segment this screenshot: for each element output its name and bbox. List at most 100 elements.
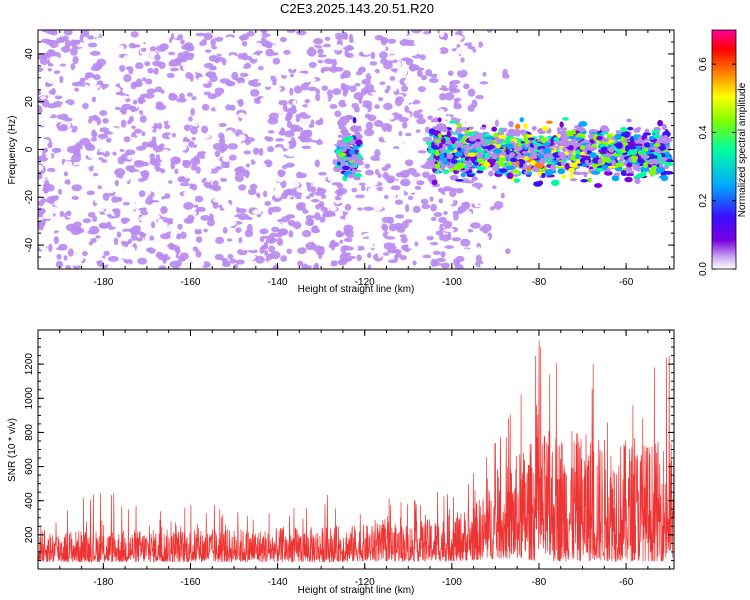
heatmap-cell (340, 245, 347, 254)
heatmap-cell (587, 177, 592, 183)
heatmap-cell (486, 136, 495, 140)
snr-panel: -180 -160 -140 -120 -100 -80 -60 200 400 600 800 10… (7, 329, 675, 596)
heatmap-cell (195, 206, 206, 212)
heatmap-cell (122, 201, 130, 206)
snr-series (38, 340, 674, 563)
heatmap-cell (460, 57, 465, 63)
heatmap-cell (109, 188, 115, 194)
heatmap-cell (146, 205, 156, 214)
heatmap-cell (443, 211, 448, 216)
heatmap-cell (99, 127, 110, 133)
heatmap-cell (500, 229, 507, 234)
heatmap-cell (381, 152, 391, 158)
heatmap-cell (337, 134, 343, 138)
heatmap-cell (477, 165, 486, 171)
heatmap-cell (438, 198, 444, 204)
heatmap-cell (196, 185, 207, 194)
heatmap-cell (446, 153, 454, 160)
heatmap-cell (96, 151, 105, 156)
heatmap-cell (527, 137, 535, 141)
heatmap-cell (527, 164, 532, 168)
heatmap-cell (260, 97, 271, 104)
heatmap-cell (381, 262, 387, 269)
heatmap-cell (510, 69, 518, 74)
heatmap-cell (194, 230, 202, 235)
heatmap-cell (211, 45, 218, 50)
heatmap-cell (439, 30, 445, 38)
heatmap-cell (169, 67, 179, 72)
heatmap-cell (159, 143, 165, 148)
heatmap-cell (81, 250, 88, 257)
heatmap-cell (172, 116, 182, 121)
heatmap-cell (416, 117, 427, 125)
heatmap-cell (235, 227, 242, 234)
heatmap-cell (257, 79, 265, 84)
heatmap-cell (466, 132, 476, 137)
heatmap-cell (456, 142, 464, 149)
heatmap-cell (335, 196, 342, 201)
heatmap-cell (533, 181, 543, 187)
heatmap-cell (58, 179, 64, 184)
heatmap-cell (315, 120, 324, 126)
heatmap-cell (120, 217, 131, 223)
heatmap-cell (237, 242, 247, 247)
heatmap-cell (220, 177, 228, 182)
heatmap-cell (306, 184, 312, 192)
heatmap-cell (307, 86, 318, 92)
heatmap-cell (114, 179, 119, 187)
heatmap-cell (364, 113, 371, 119)
heatmap-cell (140, 93, 147, 98)
heatmap-cell (193, 39, 200, 48)
heatmap-cell (564, 162, 570, 170)
heatmap-cell (203, 228, 208, 233)
heatmap-cell (488, 220, 493, 224)
heatmap-cell (381, 70, 392, 79)
heatmap-cell (449, 174, 459, 181)
heatmap-cell (168, 180, 173, 184)
heatmap-cell (267, 93, 277, 101)
heatmap-cell (241, 200, 251, 205)
heatmap-cell (479, 32, 486, 37)
heatmap-cell (306, 195, 311, 200)
heatmap-cell (508, 120, 514, 128)
heatmap-cell (99, 223, 109, 229)
heatmap-cell (413, 41, 419, 45)
heatmap-cell (293, 85, 303, 94)
heatmap-cell (314, 191, 325, 196)
heatmap-cell (455, 178, 464, 182)
heatmap-cell (588, 146, 598, 151)
heatmap-cell (225, 80, 236, 87)
heatmap-cell (466, 173, 475, 178)
heatmap-cell (74, 87, 80, 92)
heatmap-cell (212, 201, 219, 209)
heatmap-cell (131, 44, 141, 48)
heatmap-cell (487, 44, 493, 53)
heatmap-cell (224, 212, 231, 218)
heatmap-cell (425, 69, 433, 77)
heatmap-cell (74, 227, 85, 234)
heatmap-cell (624, 145, 630, 152)
heatmap-cell (338, 152, 347, 157)
heatmap-cell (398, 50, 407, 59)
heatmap-cell (194, 195, 204, 203)
heatmap-cell (241, 40, 248, 47)
heatmap-cell (229, 258, 237, 264)
heatmap-cell (49, 30, 58, 36)
heatmap-cell (323, 241, 331, 246)
heatmap-cell (71, 195, 79, 201)
heatmap-cell (150, 74, 158, 78)
snr-xtick-label: -100 (442, 577, 462, 588)
heatmap-cell (626, 162, 633, 168)
heatmap-cell (301, 193, 308, 201)
heatmap-cell (429, 174, 437, 181)
heatmap-cell (348, 197, 354, 204)
heatmap-cell (221, 257, 229, 263)
heatmap-cell (344, 98, 352, 105)
heatmap-cell (653, 134, 661, 139)
heatmap-cell (316, 187, 323, 194)
heatmap-cell (423, 30, 431, 35)
heatmap-cell (181, 223, 190, 229)
heatmap-cell (97, 92, 103, 100)
heatmap-cell (418, 247, 425, 253)
heatmap-cell (153, 172, 160, 178)
